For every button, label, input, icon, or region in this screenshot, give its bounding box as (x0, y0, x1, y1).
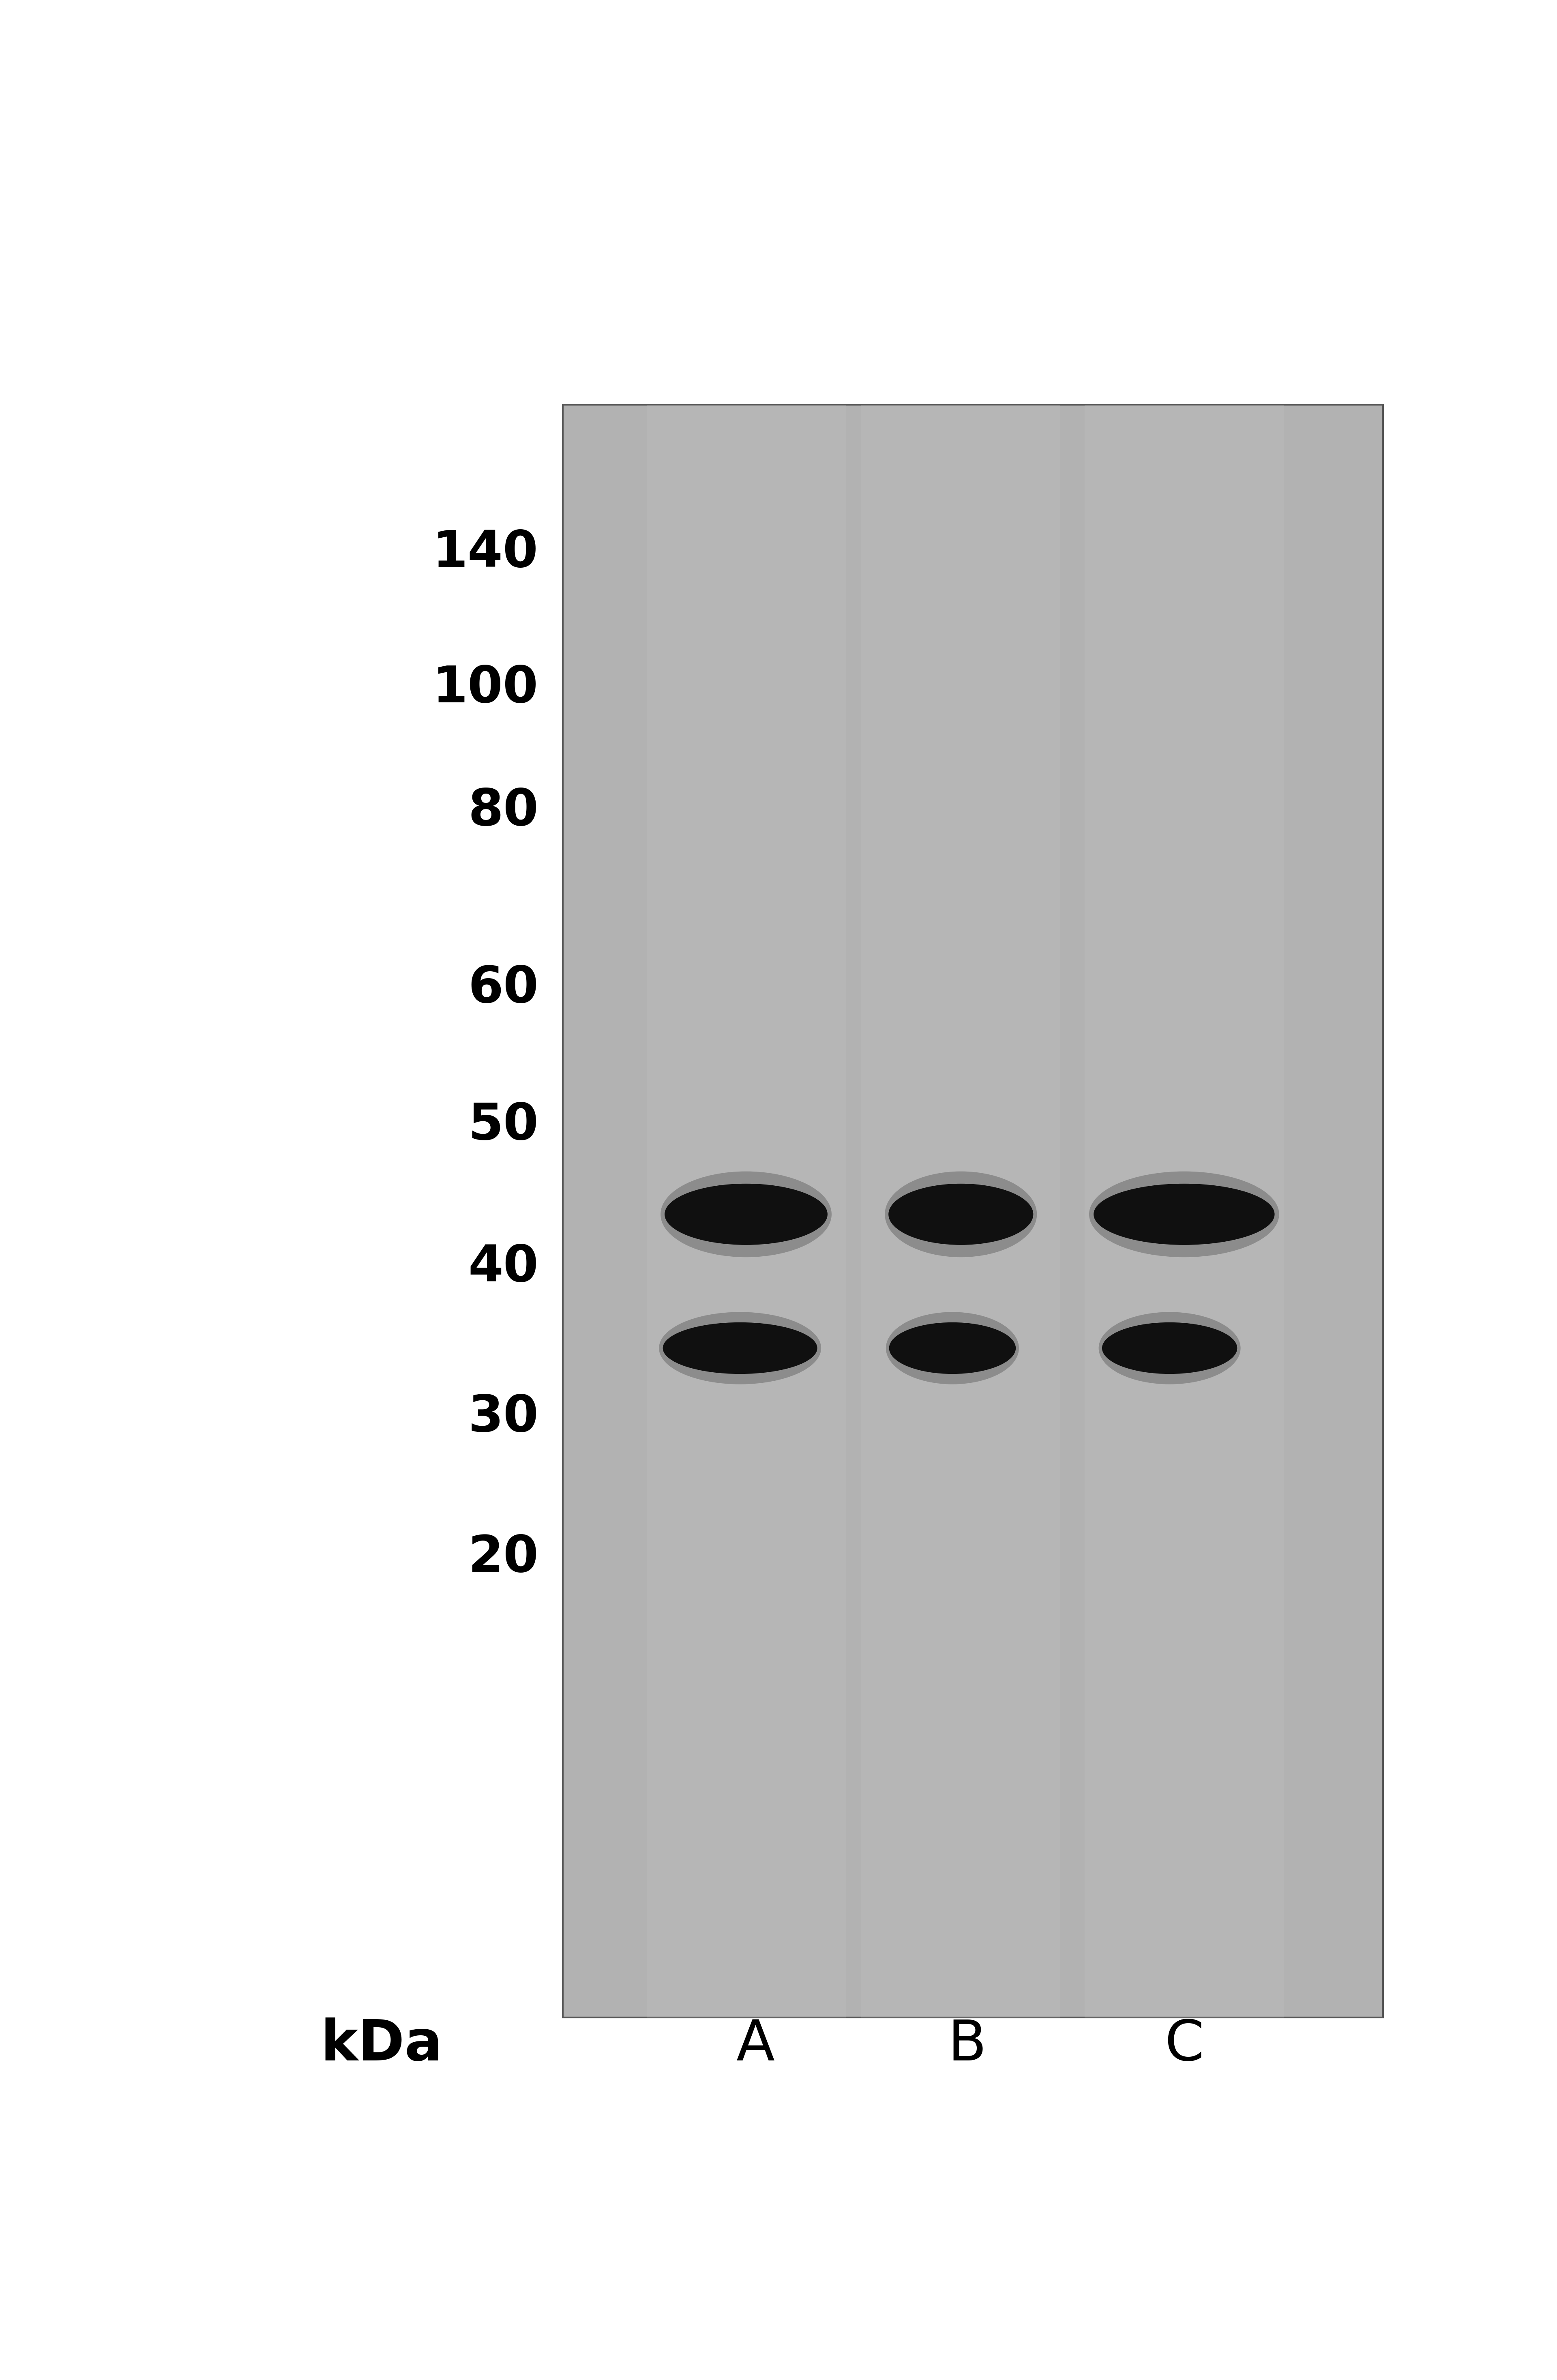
Text: 80: 80 (469, 785, 539, 835)
Ellipse shape (1099, 1311, 1241, 1385)
Text: 50: 50 (469, 1102, 539, 1150)
Ellipse shape (665, 1183, 827, 1245)
Text: C: C (1165, 2018, 1204, 2073)
Text: A: A (736, 2018, 775, 2073)
Ellipse shape (1088, 1171, 1280, 1257)
Ellipse shape (1102, 1323, 1238, 1373)
Ellipse shape (659, 1311, 821, 1385)
Text: 100: 100 (433, 664, 539, 714)
Ellipse shape (889, 1323, 1015, 1373)
Text: 60: 60 (469, 964, 539, 1014)
FancyBboxPatch shape (562, 405, 1383, 2018)
Text: 20: 20 (469, 1533, 539, 1583)
Text: kDa: kDa (321, 2018, 442, 2073)
Ellipse shape (889, 1183, 1034, 1245)
Bar (646, 405, 845, 2018)
Bar (861, 405, 1060, 2018)
Text: B: B (948, 2018, 986, 2073)
Ellipse shape (884, 1171, 1037, 1257)
Ellipse shape (1093, 1183, 1275, 1245)
Ellipse shape (663, 1323, 817, 1373)
Text: 40: 40 (469, 1242, 539, 1292)
Text: 140: 140 (433, 528, 539, 578)
Text: 30: 30 (469, 1392, 539, 1442)
Ellipse shape (886, 1311, 1018, 1385)
Ellipse shape (660, 1171, 831, 1257)
Bar (1085, 405, 1283, 2018)
